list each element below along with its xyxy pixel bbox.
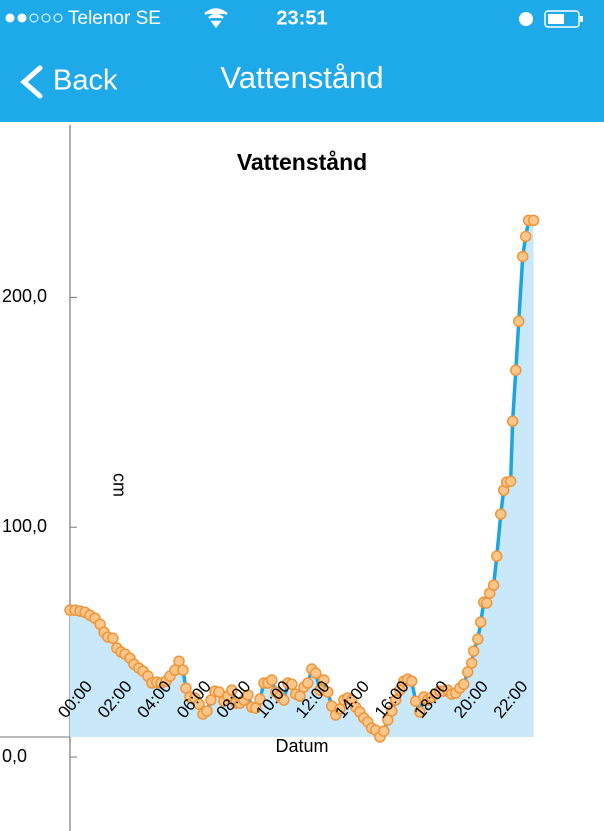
- point: [472, 633, 484, 645]
- area: [70, 220, 534, 738]
- point: [414, 706, 426, 718]
- point: [226, 684, 238, 696]
- battery: [544, 10, 583, 28]
- point: [318, 674, 330, 686]
- point: [193, 698, 205, 710]
- point: [513, 315, 525, 328]
- chart-title: Vattenstånd: [237, 149, 367, 175]
- point: [405, 675, 418, 687]
- point: [458, 678, 470, 690]
- y-tick-label: 100,0: [2, 516, 47, 536]
- back-chevron[interactable]: [20, 65, 43, 99]
- point: [506, 415, 519, 428]
- point: [491, 550, 503, 562]
- point: [389, 694, 402, 706]
- point: [302, 677, 314, 689]
- point: [467, 645, 480, 657]
- back-button[interactable]: Back: [53, 65, 118, 97]
- point: [487, 579, 500, 591]
- point: [242, 689, 254, 701]
- point: [527, 214, 540, 227]
- point: [480, 597, 493, 609]
- point: [519, 230, 532, 243]
- line: [70, 218, 534, 741]
- clock: 23:51: [276, 7, 327, 29]
- point: [254, 693, 266, 705]
- nav-title: Vattenstånd: [220, 60, 383, 95]
- point: [322, 686, 334, 698]
- point: [266, 674, 278, 686]
- point: [504, 475, 517, 487]
- alarm-icon: [519, 12, 533, 26]
- point: [475, 616, 487, 628]
- point: [510, 364, 522, 376]
- point: [516, 250, 529, 263]
- point: [310, 667, 322, 679]
- point: [465, 657, 478, 669]
- point: [278, 694, 290, 706]
- y-tick-label: 200,0: [2, 286, 47, 306]
- point: [286, 678, 298, 690]
- point: [177, 664, 189, 676]
- point: [201, 705, 213, 717]
- point: [107, 632, 119, 644]
- y-tick-label: 0,0: [2, 746, 27, 766]
- y-axis-label: cm: [109, 473, 129, 497]
- wifi-icon: [204, 8, 228, 29]
- point: [495, 508, 507, 520]
- signal: [5, 13, 63, 23]
- carrier: Telenor SE: [68, 8, 161, 29]
- point: [378, 725, 390, 737]
- header: [0, 0, 604, 122]
- point: [385, 705, 398, 717]
- x-axis-label: Datum: [275, 736, 328, 756]
